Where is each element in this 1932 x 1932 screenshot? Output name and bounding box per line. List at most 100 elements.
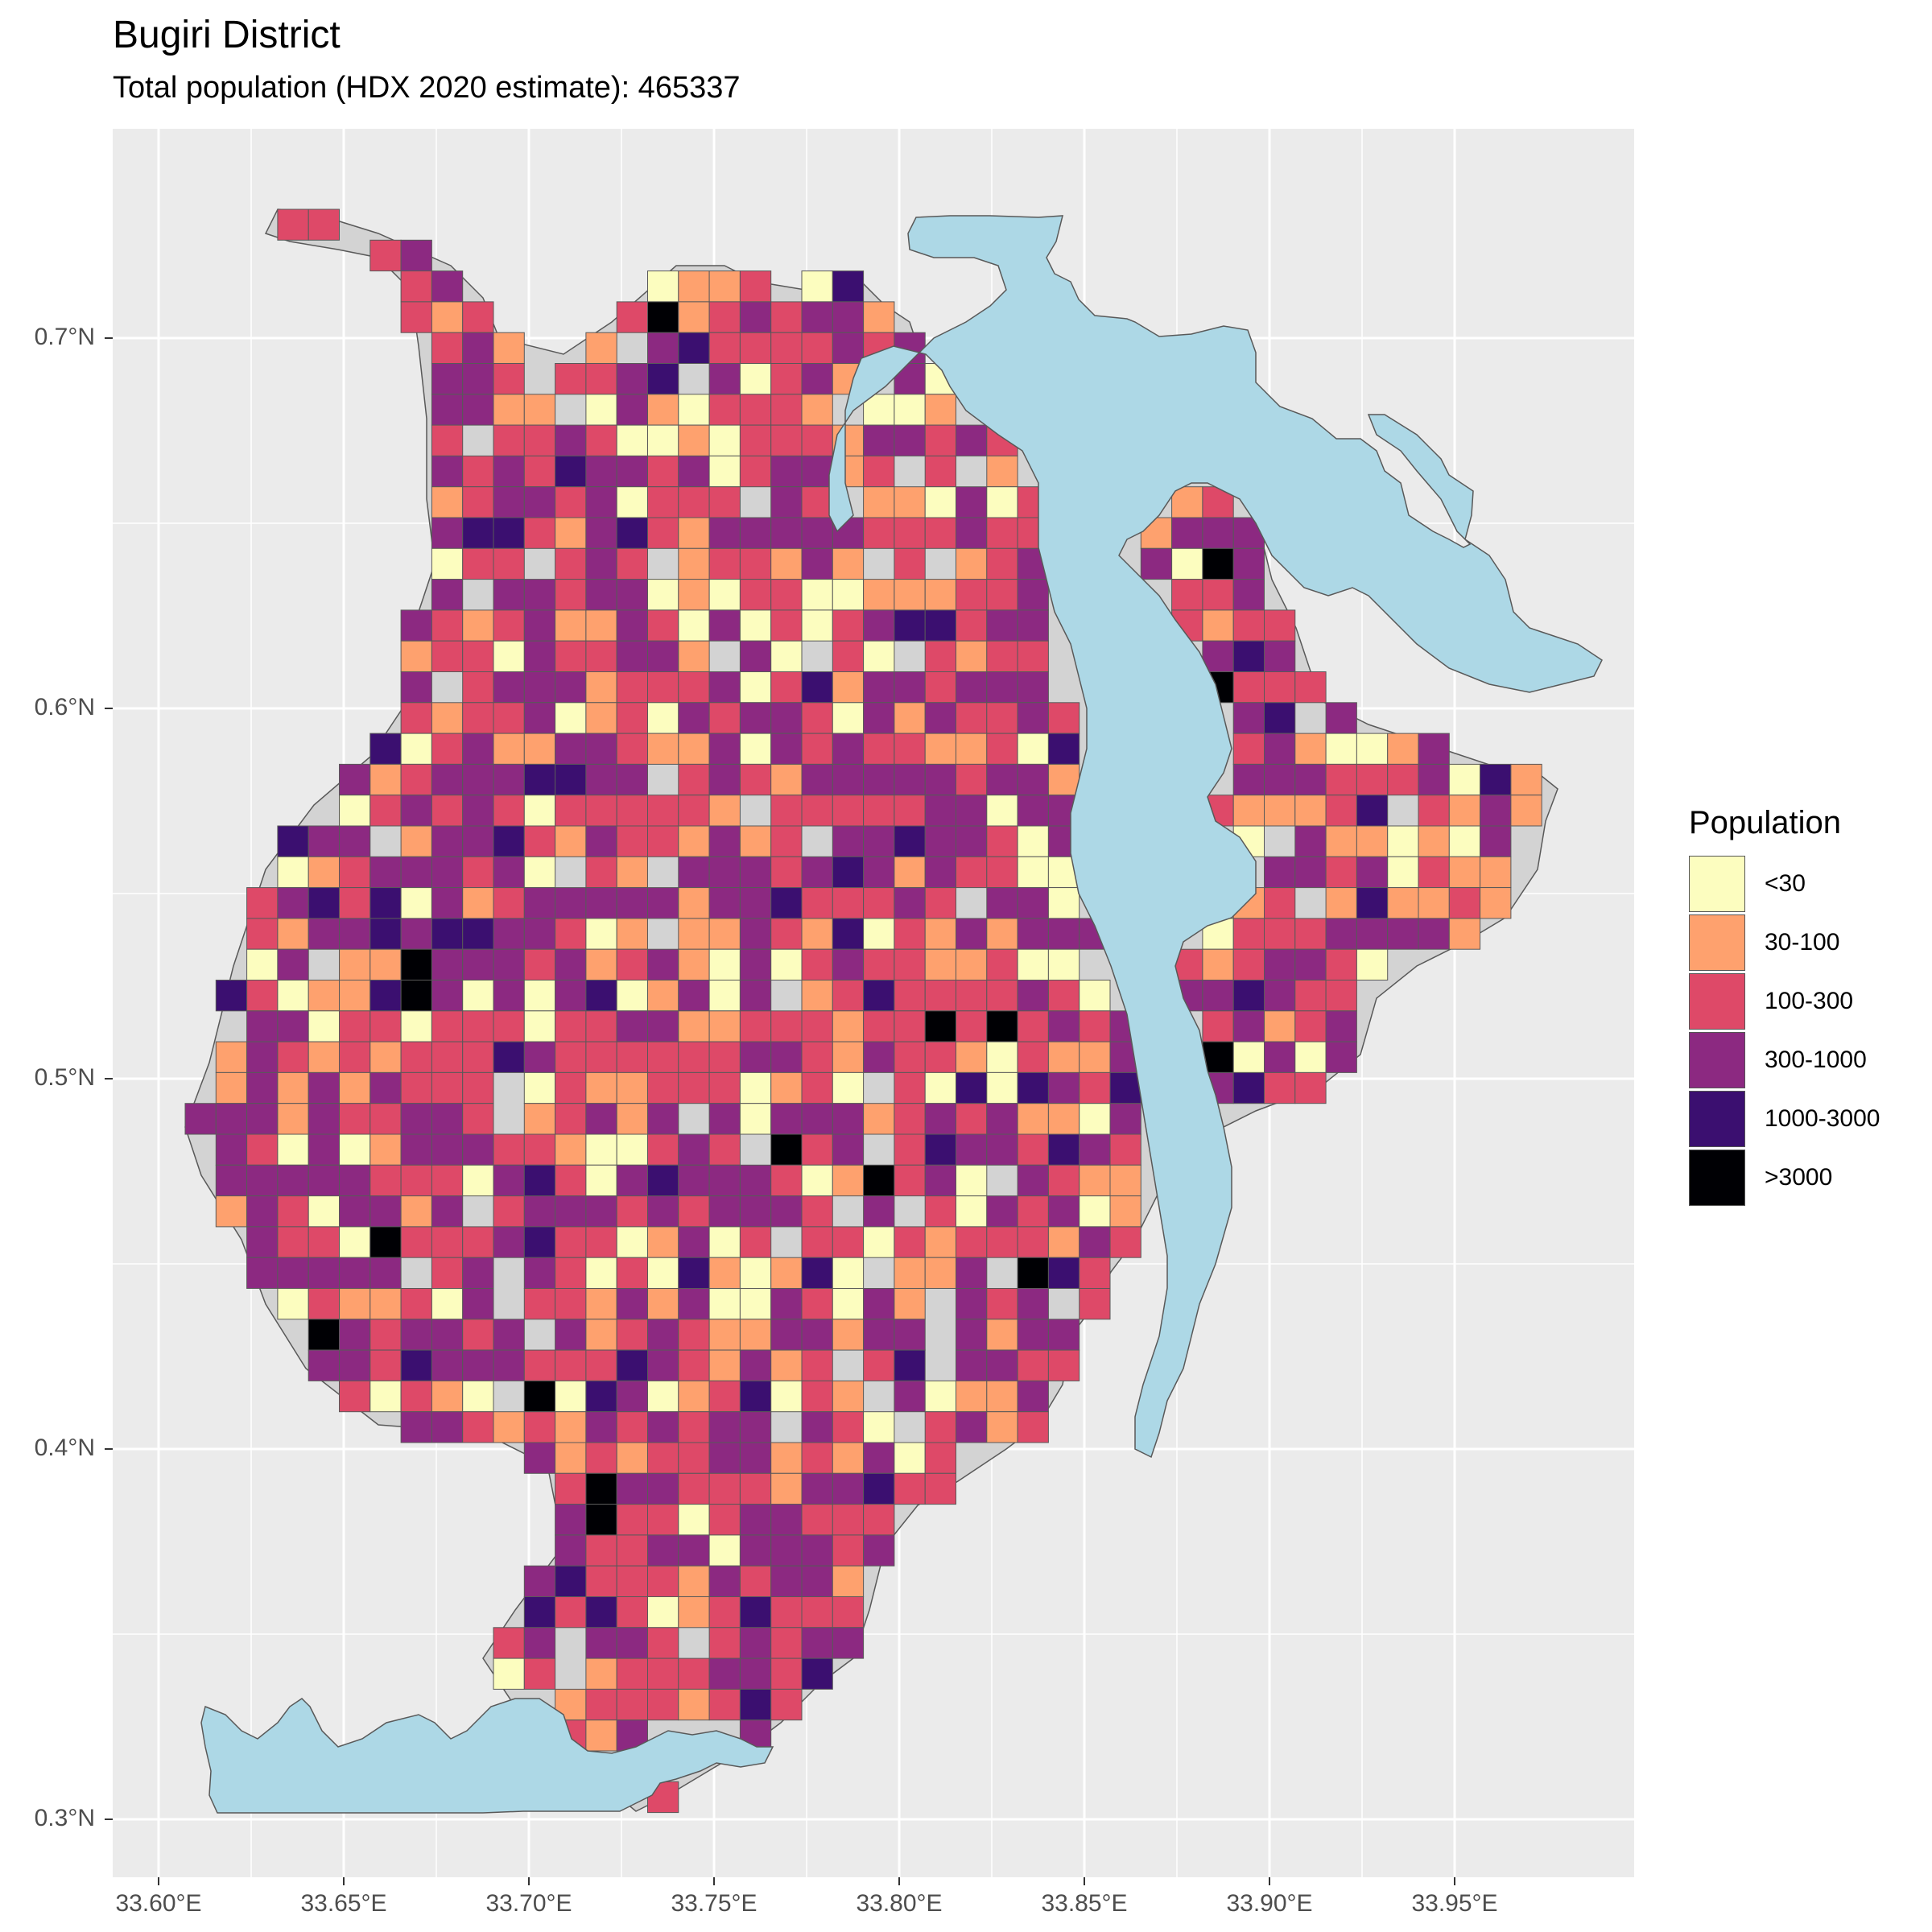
population-cell <box>894 825 926 857</box>
population-cell <box>956 640 988 673</box>
population-cell <box>339 1103 371 1135</box>
population-cell <box>678 702 710 734</box>
population-cell <box>555 1103 587 1135</box>
population-cell <box>1017 1380 1049 1413</box>
population-cell <box>1017 918 1049 950</box>
population-cell <box>863 1411 895 1443</box>
population-cell <box>708 948 741 980</box>
population-cell <box>431 918 464 950</box>
population-cell <box>924 1164 956 1197</box>
population-cell <box>1418 856 1450 889</box>
population-cell <box>739 455 772 488</box>
population-cell <box>431 887 464 919</box>
population-cell <box>616 1133 649 1166</box>
population-cell <box>708 763 741 796</box>
population-cell <box>956 702 988 734</box>
population-cell <box>647 1164 679 1197</box>
population-cell <box>277 1257 309 1289</box>
population-cell <box>585 517 617 549</box>
population-cell <box>1109 1103 1141 1135</box>
population-cell <box>770 547 803 580</box>
population-cell <box>1079 1010 1111 1042</box>
population-cell <box>1017 1103 1049 1135</box>
population-cell <box>462 609 494 642</box>
population-cell <box>801 671 833 704</box>
population-cell <box>246 1103 279 1135</box>
population-cell <box>462 1103 494 1135</box>
population-cell <box>678 609 710 642</box>
population-cell <box>523 825 556 857</box>
population-cell <box>1356 887 1389 919</box>
population-cell <box>462 517 494 549</box>
population-cell <box>246 1195 279 1228</box>
population-cell <box>1325 1041 1357 1073</box>
population-cell <box>585 856 617 889</box>
population-cell <box>739 825 772 857</box>
population-cell <box>431 733 464 765</box>
population-cell <box>1047 1257 1080 1289</box>
population-cell <box>585 980 617 1012</box>
population-cell <box>616 1442 649 1474</box>
population-cell <box>894 1319 926 1351</box>
population-cell <box>369 1349 402 1381</box>
population-cell <box>708 270 741 303</box>
population-cell <box>585 1226 617 1258</box>
population-cell <box>924 455 956 488</box>
population-cell <box>1202 579 1234 611</box>
population-cell <box>1017 825 1049 857</box>
population-cell <box>1418 887 1450 919</box>
population-cell <box>647 1472 679 1505</box>
population-cell <box>1202 1041 1234 1073</box>
population-cell <box>616 455 649 488</box>
population-cell <box>801 980 833 1012</box>
population-cell <box>1017 1257 1049 1289</box>
population-cell <box>894 856 926 889</box>
population-cell <box>555 1195 587 1228</box>
population-cell <box>339 1133 371 1166</box>
population-cell <box>493 1349 525 1381</box>
population-cell <box>369 763 402 796</box>
population-cell <box>369 733 402 765</box>
population-cell <box>801 763 833 796</box>
population-cell <box>739 702 772 734</box>
population-cell <box>523 948 556 980</box>
population-cell <box>863 301 895 333</box>
population-cell <box>708 1565 741 1597</box>
population-cell <box>555 671 587 704</box>
population-cell <box>708 1442 741 1474</box>
population-cell <box>431 1164 464 1197</box>
population-cell <box>369 795 402 827</box>
population-cell <box>1079 1164 1111 1197</box>
population-cell <box>678 1226 710 1258</box>
population-cell <box>924 980 956 1012</box>
population-cell <box>986 856 1018 889</box>
population-cell <box>832 856 865 889</box>
population-cell <box>1232 609 1265 642</box>
population-cell <box>1017 640 1049 673</box>
population-cell <box>1232 733 1265 765</box>
population-cell <box>647 332 679 365</box>
population-cell <box>400 795 432 827</box>
population-cell <box>986 887 1018 919</box>
population-cell <box>956 1288 988 1320</box>
population-cell <box>863 1442 895 1474</box>
population-cell <box>678 887 710 919</box>
population-cell <box>1418 825 1450 857</box>
population-cell <box>770 579 803 611</box>
lake-victoria-shore <box>200 1698 774 1814</box>
population-cell <box>585 1411 617 1443</box>
population-cell <box>708 1688 741 1721</box>
population-cell <box>863 1349 895 1381</box>
population-cell <box>1047 980 1080 1012</box>
population-cell <box>924 918 956 950</box>
population-cell <box>585 1596 617 1629</box>
population-cell <box>215 1103 248 1135</box>
population-cell <box>1356 795 1389 827</box>
population-cell <box>585 332 617 365</box>
population-cell <box>863 1195 895 1228</box>
population-cell <box>246 1226 279 1258</box>
population-cell <box>647 1504 679 1536</box>
population-cell <box>770 301 803 333</box>
legend-title: Population <box>1689 805 1842 840</box>
